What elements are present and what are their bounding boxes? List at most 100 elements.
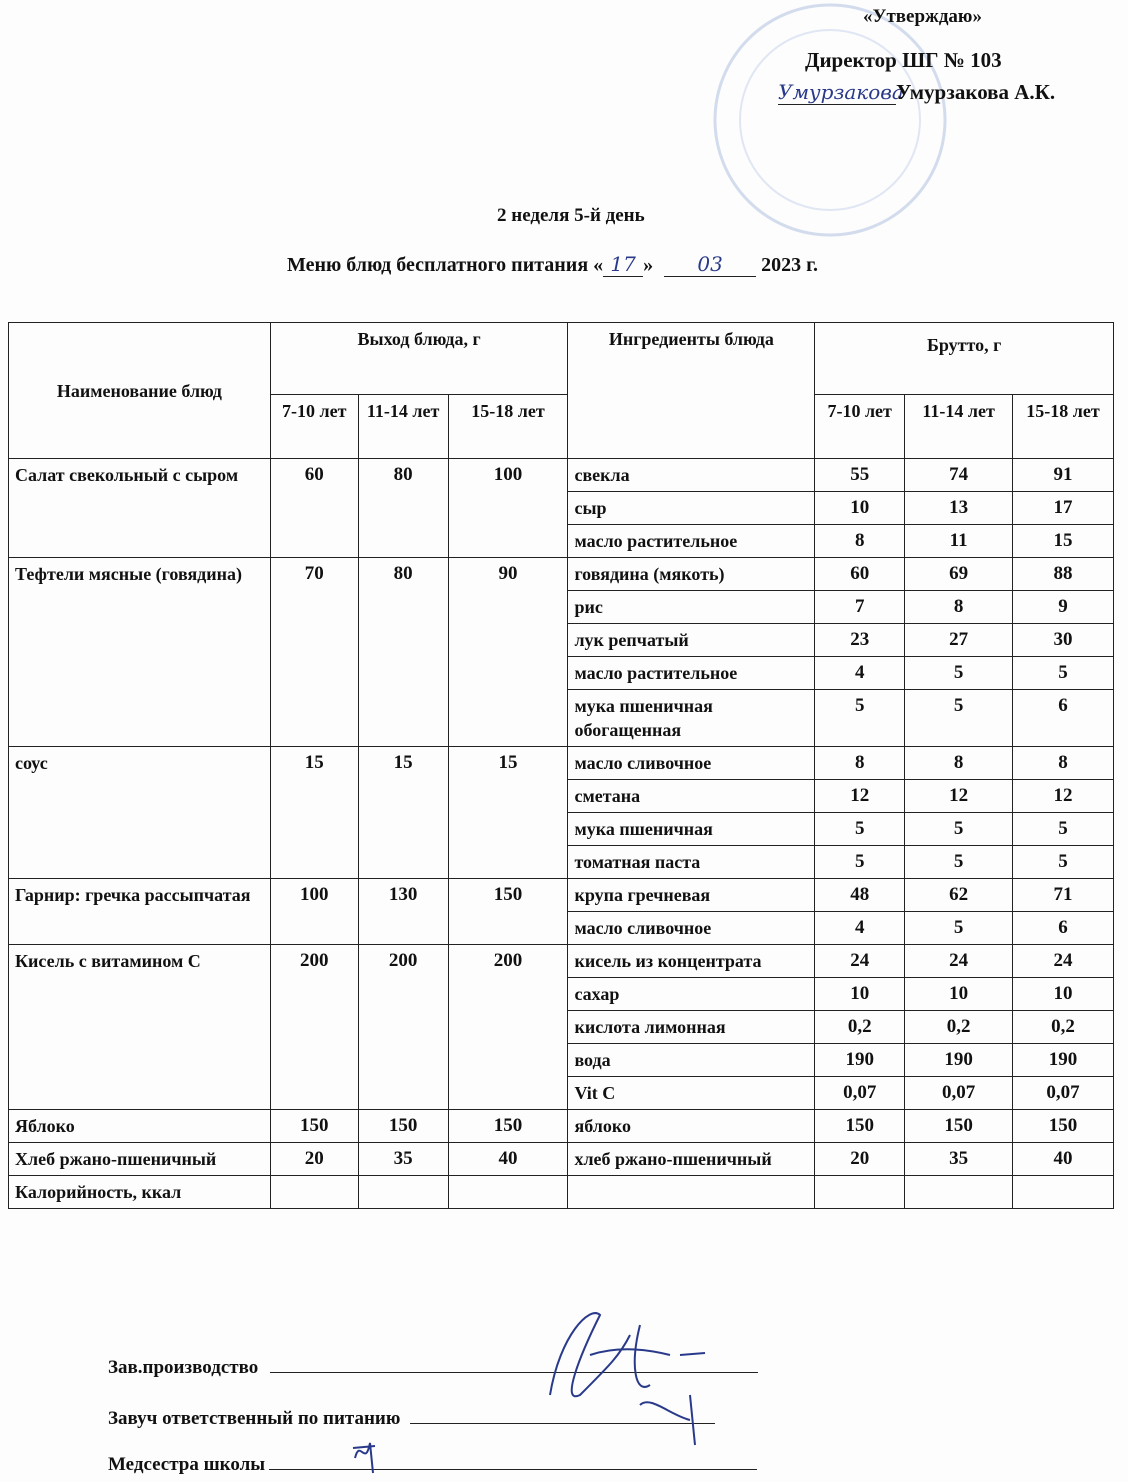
ingredient-brutto: 5 (814, 812, 906, 846)
ingredient-brutto: 8 (1012, 746, 1114, 780)
ingredient-brutto: 55 (814, 458, 906, 492)
dish-output: 130 (357, 878, 449, 945)
ingredient-brutto: 15 (1012, 524, 1114, 558)
ingredient-brutto: 190 (814, 1043, 906, 1077)
menu-title: Меню блюд бесплатного питания «17» 03 20… (287, 252, 818, 277)
ingredient-brutto: 5 (904, 656, 1014, 690)
header-dish: Наименование блюд (8, 322, 271, 459)
table-row: масло растительное 4 5 5 (9, 656, 1114, 690)
ingredient-brutto: 10 (814, 491, 906, 525)
ingredient-name: сахар (567, 977, 816, 1011)
ingredient-name: сметана (567, 779, 816, 813)
ingredient-brutto: 190 (1012, 1043, 1114, 1077)
ingredient-brutto: 91 (1012, 458, 1114, 492)
director-name: Умурзакова А.К. (896, 80, 1056, 104)
dish-output: 150 (447, 878, 569, 945)
ingredient-name: рис (567, 590, 816, 624)
ingredient-brutto: 27 (904, 623, 1014, 657)
table-row: томатная паста 5 5 5 (9, 845, 1114, 879)
table-row: сыр 10 13 17 (9, 491, 1114, 525)
dish-output: 150 (357, 1109, 449, 1143)
ingredient-brutto: 4 (814, 656, 906, 690)
ingredient-brutto: 20 (814, 1142, 906, 1176)
table-row: мука пшеничная 5 5 5 (9, 812, 1114, 846)
ingredient-brutto: 8 (904, 746, 1014, 780)
sign-deputy-label: Завуч ответственный по питанию (108, 1408, 401, 1429)
ingredient-brutto: 10 (814, 977, 906, 1011)
dish-output: 70 (269, 557, 359, 747)
table-row: кислота лимонная 0,2 0,2 0,2 (9, 1010, 1114, 1044)
director-name-line: УмурзаковаУмурзакова А.К. (778, 80, 1055, 105)
ingredient-brutto: 17 (1012, 491, 1114, 525)
table-row: Vit C 0,07 0,07 0,07 (9, 1076, 1114, 1110)
ingredient-brutto: 62 (904, 878, 1014, 912)
header-output-age: 7-10 лет (269, 394, 359, 459)
ingredient-name: масло растительное (567, 656, 816, 690)
dish-output: 40 (447, 1142, 569, 1176)
ingredient-brutto: 12 (814, 779, 906, 813)
table-row: вода 190 190 190 (9, 1043, 1114, 1077)
dish-output: 150 (269, 1109, 359, 1143)
ingredient-brutto: 6 (1012, 689, 1114, 747)
ingredient-brutto: 13 (904, 491, 1014, 525)
ingredient-brutto: 24 (904, 944, 1014, 978)
ingredient-brutto: 5 (814, 845, 906, 879)
nurse-signature (352, 1442, 376, 1474)
ingredient-brutto: 8 (904, 590, 1014, 624)
ingredient-brutto: 0,2 (904, 1010, 1014, 1044)
table-row: масло сливочное 4 5 6 (9, 911, 1114, 945)
ingredient-brutto: 5 (904, 911, 1014, 945)
ingredient-brutto: 5 (1012, 812, 1114, 846)
ingredient-brutto: 60 (814, 557, 906, 591)
menu-table: Наименование блюд Выход блюда, г Ингреди… (8, 322, 1114, 1209)
ingredient-brutto: 6 (1012, 911, 1114, 945)
calories-empty-cell (1012, 1175, 1114, 1209)
calories-empty-cell (269, 1175, 359, 1209)
ingredient-brutto: 74 (904, 458, 1014, 492)
table-row: соус 15 15 15 масло сливочное 8 8 8 (8, 746, 1114, 879)
sign-production-label: Зав.производство (108, 1357, 259, 1378)
ingredient-brutto: 0,2 (1012, 1010, 1114, 1044)
sign-nurse: Медсестра школы (108, 1449, 758, 1476)
ingredient-name: хлеб ржано-пшеничный (567, 1142, 816, 1176)
ingredient-brutto: 150 (814, 1109, 906, 1143)
menu-year: 2023 г. (761, 254, 818, 276)
ingredient-brutto: 8 (814, 524, 906, 558)
ingredient-name: мука пшеничная обогащенная (567, 689, 816, 747)
dish-output: 100 (269, 878, 359, 945)
ingredient-brutto: 5 (904, 812, 1014, 846)
ingredient-name: свекла (567, 458, 816, 492)
table-row: Кисель с витамином С 200 200 200 кисель из к… (8, 944, 1114, 1110)
ingredient-brutto: 12 (904, 779, 1014, 813)
ingredient-name: масло сливочное (567, 746, 816, 780)
handwritten-signature (549, 1312, 706, 1446)
dish-name: Яблоко (8, 1109, 271, 1143)
ingredient-brutto: 5 (1012, 845, 1114, 879)
ingredient-brutto: 69 (904, 557, 1014, 591)
dish-output: 35 (357, 1142, 449, 1176)
ingredient-brutto: 5 (1012, 656, 1114, 690)
ingredient-name: масло растительное (567, 524, 816, 558)
dish-output: 60 (269, 458, 359, 558)
ingredient-brutto: 24 (1012, 944, 1114, 978)
dish-output: 15 (357, 746, 449, 879)
calories-empty-cell (357, 1175, 449, 1209)
ingredient-brutto: 7 (814, 590, 906, 624)
ingredient-brutto: 9 (1012, 590, 1114, 624)
ingredient-name: лук репчатый (567, 623, 816, 657)
dish-name: Хлеб ржано-пшеничный (8, 1142, 271, 1176)
header-brutto: Брутто, г (814, 322, 1114, 395)
ingredient-brutto: 24 (814, 944, 906, 978)
ingredient-name: сыр (567, 491, 816, 525)
ingredient-brutto: 0,07 (904, 1076, 1014, 1110)
calories-empty-cell (567, 1175, 816, 1209)
header-ingredients: Ингредиенты блюда (567, 322, 816, 459)
sign-deputy: Завуч ответственный по питанию (108, 1403, 716, 1430)
week-day: 2 неделя 5-й день (497, 205, 645, 226)
dish-output: 200 (357, 944, 449, 1110)
ingredient-brutto: 12 (1012, 779, 1114, 813)
table-row: лук репчатый 23 27 30 (9, 623, 1114, 657)
ingredient-brutto: 5 (904, 845, 1014, 879)
header-output: Выход блюда, г (269, 322, 569, 395)
